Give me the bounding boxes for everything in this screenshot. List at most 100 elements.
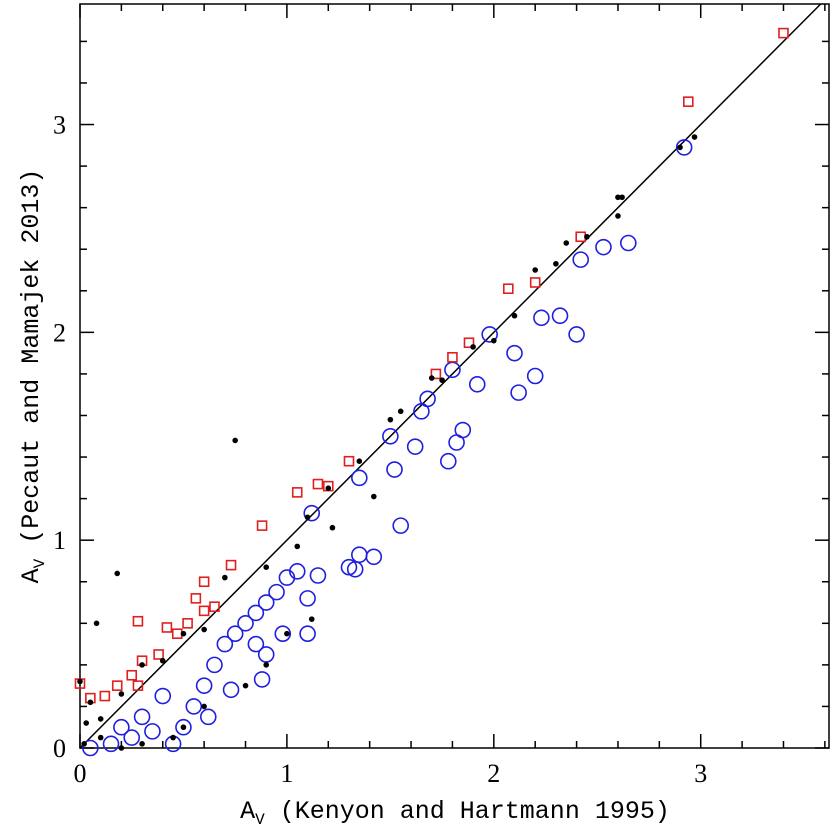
- dot-point: [222, 574, 228, 581]
- circle-point: [454, 421, 472, 439]
- square-point: [447, 351, 458, 363]
- circle-point: [595, 238, 612, 256]
- dot-point: [81, 741, 87, 747]
- dot-point: [329, 524, 336, 531]
- circle-point: [406, 438, 424, 455]
- circle-point: [102, 735, 120, 753]
- y-label-text: (Pecaut and Mamajek 2013): [17, 169, 46, 559]
- dot-point: [284, 630, 290, 637]
- square-point: [343, 455, 355, 467]
- y-label-subscript: V: [31, 558, 49, 568]
- circle-point: [506, 344, 523, 362]
- dot-point: [77, 678, 83, 685]
- dot-point: [439, 377, 445, 383]
- dot-point: [371, 493, 377, 500]
- x-axis-label: AV (Kenyon and Hartmann 1995): [240, 797, 670, 829]
- square-point: [198, 576, 210, 588]
- y-tick-label: 3: [53, 111, 66, 140]
- x-tick-label: 2: [487, 759, 500, 788]
- circle-point: [439, 452, 457, 470]
- reference-line: [79, 3, 822, 749]
- circle-point: [288, 563, 306, 580]
- dot-point: [118, 691, 125, 697]
- dot-point: [397, 408, 404, 415]
- dot-point: [87, 699, 94, 706]
- circle-point: [365, 548, 383, 566]
- circle-point: [620, 234, 637, 252]
- circle-point: [226, 625, 244, 642]
- circle-point: [247, 604, 265, 622]
- circle-point: [216, 635, 234, 653]
- circle-point: [175, 718, 192, 736]
- circle-point: [526, 367, 544, 385]
- circle-point: [382, 427, 399, 445]
- circle-point: [257, 594, 275, 611]
- circle-point: [257, 646, 275, 663]
- circle-point: [468, 376, 486, 393]
- circle-point: [253, 671, 271, 688]
- dot-point: [201, 703, 207, 710]
- circle-point: [675, 139, 693, 156]
- dot-point: [532, 267, 538, 273]
- circle-point: [133, 708, 151, 726]
- dot-point: [159, 657, 166, 664]
- square-point: [225, 559, 237, 571]
- dot-point: [118, 745, 125, 751]
- square-point: [575, 231, 587, 243]
- y-tick-label: 2: [53, 318, 66, 347]
- square-point: [209, 601, 220, 612]
- dot-point: [308, 616, 315, 622]
- x-label-symbol: A: [240, 797, 255, 826]
- dot-point: [470, 344, 476, 350]
- circle-point: [346, 560, 364, 578]
- square-point: [463, 337, 475, 349]
- dot-point: [304, 514, 311, 521]
- square-point: [132, 615, 144, 627]
- square-point: [132, 680, 144, 691]
- dot-point: [139, 741, 145, 747]
- dot-point: [263, 564, 270, 570]
- square-point: [529, 277, 541, 288]
- dot-point: [563, 240, 570, 246]
- circle-point: [274, 625, 292, 642]
- dot-point: [242, 682, 249, 689]
- dot-point: [691, 134, 698, 140]
- circle-point: [419, 390, 436, 408]
- y-tick-label: 1: [53, 526, 66, 555]
- dot-point: [232, 437, 238, 444]
- x-label-text: (Kenyon and Hartmann 1995): [265, 797, 670, 826]
- square-point: [99, 690, 111, 702]
- dot-point: [83, 720, 90, 726]
- circle-point: [299, 625, 316, 642]
- circle-point: [309, 567, 327, 584]
- square-point: [190, 593, 202, 604]
- dot-point: [619, 194, 625, 201]
- dot-point: [356, 458, 363, 465]
- circle-point: [481, 326, 498, 343]
- dot-point: [97, 716, 104, 722]
- dot-point: [387, 416, 394, 423]
- circle-point: [82, 739, 99, 757]
- circle-point: [268, 583, 285, 601]
- dot-point: [93, 620, 100, 627]
- circle-point: [144, 723, 161, 740]
- circle-point: [392, 517, 410, 534]
- dot-point: [180, 724, 187, 731]
- circle-point: [303, 504, 321, 522]
- circle-point: [154, 687, 172, 705]
- circle-point: [195, 677, 213, 694]
- square-point: [111, 680, 123, 691]
- circle-point: [185, 698, 203, 715]
- square-point: [312, 478, 324, 490]
- circle-point: [222, 681, 240, 699]
- dot-point: [553, 260, 559, 267]
- x-tick-label: 1: [280, 759, 293, 788]
- square-point: [430, 368, 442, 380]
- circle-point: [551, 307, 569, 325]
- square-point: [502, 283, 514, 295]
- dot-point: [180, 630, 187, 637]
- dot-point: [584, 233, 590, 240]
- circle-point: [299, 590, 316, 607]
- dot-point: [428, 375, 435, 381]
